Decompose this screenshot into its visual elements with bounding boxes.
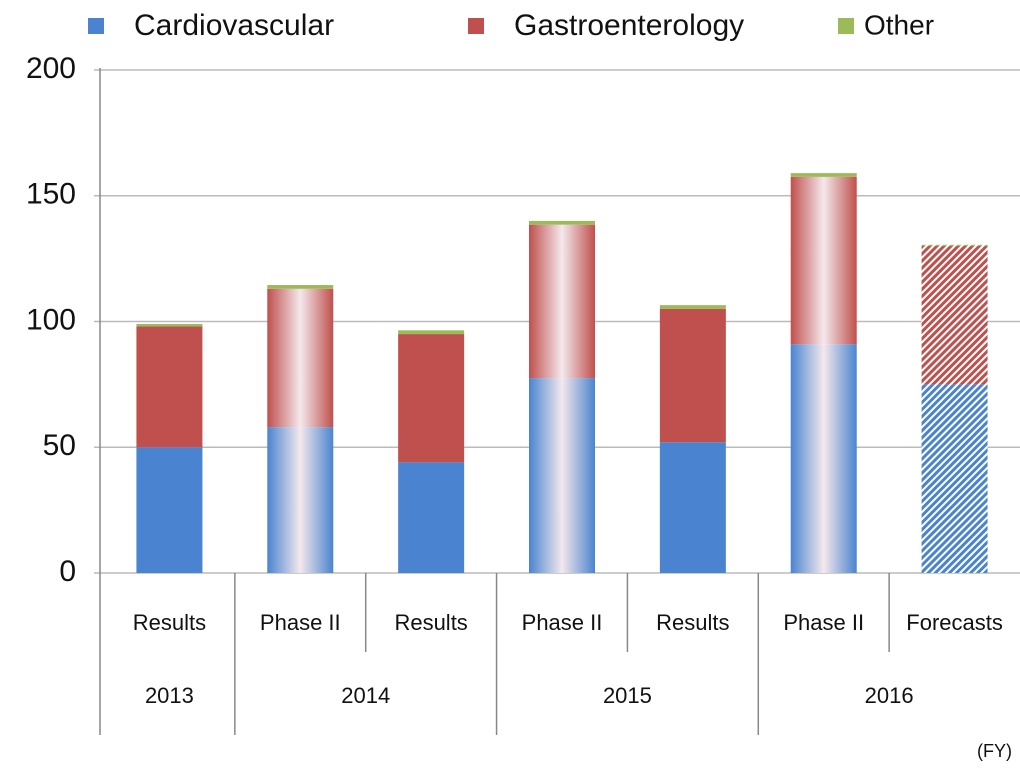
bar-segment — [267, 285, 334, 289]
bar-segment — [921, 246, 988, 385]
bar-segment — [529, 220, 595, 225]
bar-segment — [659, 305, 726, 309]
group-label: 2014 — [341, 683, 390, 708]
bar-segment — [267, 288, 334, 428]
y-tick-label: 150 — [26, 178, 76, 211]
bar-segment — [790, 173, 857, 177]
legend-swatch — [468, 18, 484, 34]
bar-segment — [398, 462, 465, 573]
bar-segment — [398, 330, 465, 335]
legend-swatch — [88, 18, 104, 34]
group-label: 2016 — [865, 683, 914, 708]
bar-segment — [921, 244, 988, 247]
y-tick-label: 0 — [59, 555, 76, 588]
y-tick-label: 100 — [26, 303, 76, 336]
legend-label: Gastroenterology — [514, 9, 744, 42]
x-tick-label: Results — [133, 610, 206, 635]
bar-segment — [136, 324, 203, 327]
bar-segment — [267, 427, 334, 573]
x-tick-label: Phase II — [783, 610, 864, 635]
x-tick-label: Results — [656, 610, 729, 635]
x-tick-label: Phase II — [260, 610, 341, 635]
bar-segment — [398, 334, 465, 463]
y-tick-label: 200 — [26, 52, 76, 85]
x-tick-label: Phase II — [522, 610, 603, 635]
bar-segment — [921, 384, 988, 573]
x-tick-label: Results — [394, 610, 467, 635]
bar-segment — [136, 326, 203, 448]
legend-label: Cardiovascular — [134, 9, 334, 42]
bar-segment — [659, 442, 726, 573]
unit-label: (FY) — [977, 741, 1012, 761]
group-label: 2013 — [145, 683, 194, 708]
bar-segment — [790, 176, 857, 345]
y-tick-label: 50 — [43, 429, 76, 462]
bar-segment — [136, 447, 203, 573]
legend-label: Other — [864, 9, 934, 40]
bar-segment — [529, 224, 595, 379]
x-tick-label: Forecasts — [906, 610, 1003, 635]
group-label: 2015 — [603, 683, 652, 708]
legend-swatch — [838, 18, 854, 34]
bar-segment — [659, 308, 726, 443]
bar-segment — [529, 378, 595, 573]
bar-segment — [790, 344, 857, 573]
